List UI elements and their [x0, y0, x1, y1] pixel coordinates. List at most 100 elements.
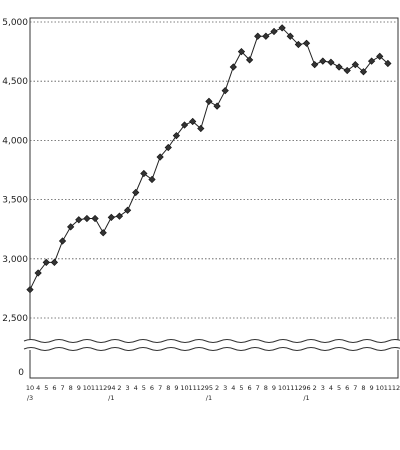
data-point	[140, 169, 148, 178]
x-tick-label: 5	[337, 384, 341, 392]
x-tick-label: 4	[134, 384, 138, 392]
axis-break-wave	[23, 339, 400, 343]
x-tick-label: 7	[60, 384, 64, 392]
x-tick-label: 12	[197, 384, 205, 392]
data-point	[327, 58, 335, 66]
x-tick-label: 12	[392, 384, 400, 392]
x-tick-label: 5	[142, 384, 146, 392]
data-point	[148, 175, 156, 184]
x-tick-label: 11	[384, 384, 392, 392]
data-point	[123, 206, 132, 214]
x-tick-label: 4	[36, 384, 40, 392]
data-point	[58, 237, 67, 245]
grid-lines	[30, 21, 398, 319]
x-tick-label: 2	[215, 384, 219, 392]
x-tick-labels: 10 4 5 6 7 8 9 10 11 12 94 2 3 4 5 6 7 8 9 10 11 12 95 2 3 4 5 6 7 8 9…	[26, 384, 400, 402]
data-point	[221, 87, 229, 95]
x-tick-label: 3	[321, 384, 325, 392]
x-tick-label: 12	[99, 384, 107, 392]
series-layer	[26, 24, 392, 294]
x-tick-label: 9	[174, 384, 178, 392]
data-point	[50, 258, 59, 266]
data-point	[213, 102, 221, 110]
axis-break-wave	[23, 347, 400, 351]
data-point	[237, 47, 246, 56]
x-sub-label: /3	[27, 394, 33, 402]
x-tick-label: 11	[91, 384, 99, 392]
data-point	[367, 57, 376, 65]
data-point	[180, 121, 189, 129]
x-tick-label: 8	[264, 384, 268, 392]
x-tick-label: 95	[205, 384, 213, 392]
data-point	[335, 63, 343, 71]
x-tick-label: 94	[107, 384, 115, 392]
x-sub-label: /1	[108, 394, 114, 402]
y-tick-label: 2,500	[2, 314, 28, 324]
y-tick-label: 0	[18, 368, 24, 378]
x-tick-label: 10	[83, 384, 91, 392]
data-point	[91, 214, 99, 223]
x-tick-label: 11	[189, 384, 197, 392]
plot-border	[29, 17, 399, 379]
x-tick-label: 6	[52, 384, 56, 392]
data-point	[83, 214, 91, 223]
data-point	[254, 32, 262, 40]
data-point	[67, 223, 75, 231]
data-point	[376, 52, 384, 60]
x-tick-label: 5	[44, 384, 48, 392]
x-tick-label: 2	[313, 384, 317, 392]
data-point	[172, 132, 181, 140]
x-tick-label: 2	[117, 384, 121, 392]
x-sub-label: /1	[303, 394, 309, 402]
data-point	[286, 32, 294, 40]
axis-break	[23, 339, 400, 351]
data-point	[359, 68, 368, 76]
data-point	[34, 269, 42, 277]
data-point	[164, 143, 172, 152]
y-tick-labels: 5,000 4,500 4,000 3,500 3,000 2,500 0	[2, 18, 28, 378]
data-point	[319, 57, 327, 65]
data-point	[351, 60, 359, 69]
x-tick-label: 4	[231, 384, 235, 392]
data-point	[156, 153, 164, 161]
x-tick-label: 6	[248, 384, 252, 392]
x-tick-label: 12	[294, 384, 302, 392]
x-tick-label: 9	[370, 384, 374, 392]
data-point	[245, 56, 254, 64]
data-point	[343, 66, 351, 75]
data-point	[26, 285, 34, 294]
x-tick-label: 3	[223, 384, 227, 392]
y-tick-label: 5,000	[2, 18, 28, 28]
x-tick-label: 96	[302, 384, 310, 392]
data-point	[262, 32, 270, 40]
x-tick-label: 11	[286, 384, 294, 392]
x-tick-label: 6	[345, 384, 349, 392]
series-line	[29, 27, 389, 290]
y-tick-label: 4,500	[2, 77, 28, 87]
data-point	[115, 212, 124, 220]
data-point	[278, 24, 286, 32]
data-point	[294, 40, 303, 49]
x-tick-label: 8	[361, 384, 365, 392]
x-tick-label: 10	[278, 384, 286, 392]
x-tick-label: 4	[329, 384, 333, 392]
x-tick-label: 8	[166, 384, 170, 392]
data-point	[384, 59, 392, 68]
x-tick-label: 6	[150, 384, 154, 392]
data-point	[311, 60, 319, 69]
x-tick-label: 7	[256, 384, 260, 392]
plot-frame	[29, 17, 399, 379]
data-point	[75, 216, 83, 224]
x-tick-label: 9	[77, 384, 81, 392]
x-tick-label: 9	[272, 384, 276, 392]
x-tick-label: 3	[126, 384, 130, 392]
data-point	[270, 27, 278, 36]
y-tick-label: 4,000	[2, 136, 28, 146]
x-tick-label: 7	[353, 384, 357, 392]
data-point	[229, 63, 237, 71]
data-point	[42, 258, 50, 266]
x-tick-label: 8	[69, 384, 73, 392]
data-point	[197, 124, 205, 133]
data-point	[99, 229, 107, 237]
